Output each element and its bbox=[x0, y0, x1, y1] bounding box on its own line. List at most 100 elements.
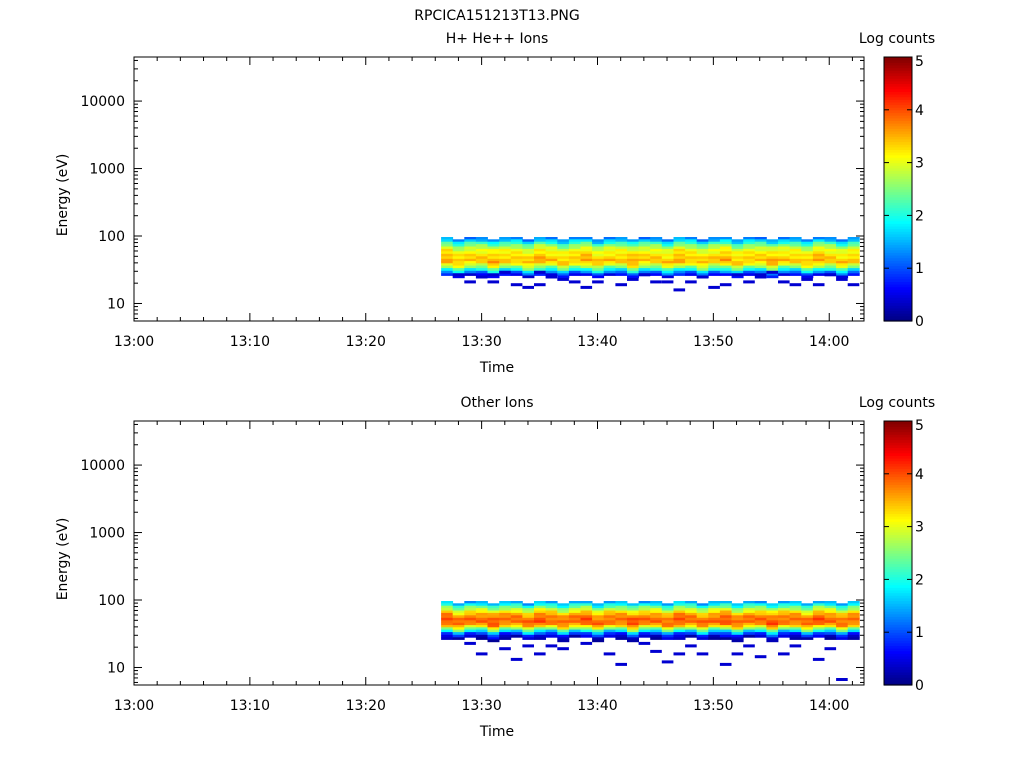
heatmap-cell bbox=[685, 608, 698, 611]
heatmap-cell bbox=[475, 246, 488, 250]
heatmap-cell bbox=[673, 629, 686, 633]
heatmap-cell bbox=[475, 248, 488, 252]
heatmap-cell bbox=[847, 263, 860, 266]
heatmap-cell bbox=[568, 627, 581, 630]
heatmap-cell bbox=[499, 256, 512, 260]
heatmap-cell bbox=[441, 601, 454, 604]
heatmap-cell bbox=[661, 615, 674, 619]
heatmap-cell bbox=[743, 608, 756, 611]
heatmap-cell bbox=[557, 253, 570, 257]
heatmap-cell bbox=[650, 241, 663, 245]
heatmap-cell bbox=[592, 273, 605, 276]
low-count-cell bbox=[475, 275, 488, 279]
heatmap-cell bbox=[812, 237, 825, 240]
colorbar-segment bbox=[884, 566, 912, 570]
x-tick-label: 13:50 bbox=[693, 698, 733, 714]
heatmap-cell bbox=[603, 265, 616, 269]
heatmap-cell bbox=[824, 610, 837, 614]
colorbar-segment bbox=[884, 167, 912, 172]
heatmap-cell bbox=[650, 632, 663, 636]
low-count-cell bbox=[464, 641, 476, 645]
heatmap-cell bbox=[568, 256, 581, 260]
colorbar-segment bbox=[884, 101, 912, 106]
colorbar-segment bbox=[884, 289, 912, 293]
heatmap-cell bbox=[673, 612, 686, 616]
heatmap-cell bbox=[650, 634, 663, 638]
heatmap-cell bbox=[754, 612, 767, 616]
heatmap-cell bbox=[778, 608, 790, 611]
heatmap-cell bbox=[661, 265, 674, 269]
heatmap-cell bbox=[789, 248, 802, 252]
colorbar-segment bbox=[884, 286, 912, 290]
heatmap-cell bbox=[557, 244, 570, 247]
figure-title: RPCICA151213T13.PNG bbox=[414, 8, 579, 24]
heatmap-cell bbox=[510, 605, 523, 609]
colorbar-segment bbox=[884, 589, 912, 594]
colorbar-segment bbox=[884, 96, 912, 100]
heatmap-cell bbox=[545, 273, 558, 276]
heatmap-cell bbox=[743, 261, 756, 264]
heatmap-cell bbox=[743, 244, 756, 247]
colorbar-segment bbox=[884, 212, 912, 216]
heatmap-cell bbox=[603, 629, 616, 633]
heatmap-cell bbox=[789, 258, 802, 262]
heatmap-cell bbox=[615, 270, 628, 274]
heatmap-cell bbox=[487, 246, 500, 250]
heatmap-cell bbox=[836, 270, 849, 274]
heatmap-cell bbox=[801, 615, 814, 619]
colorbar-segment bbox=[884, 315, 912, 319]
low-count-cell bbox=[778, 280, 790, 284]
heatmap-cell bbox=[441, 608, 454, 611]
colorbar-segment bbox=[884, 199, 912, 203]
heatmap-cell bbox=[789, 241, 802, 245]
heatmap-cell bbox=[510, 627, 523, 630]
heatmap-cell bbox=[836, 603, 849, 607]
colorbar-segment bbox=[884, 682, 912, 686]
heatmap-cell bbox=[708, 268, 721, 272]
heatmap-cell bbox=[812, 263, 825, 266]
colorbar-segment bbox=[884, 537, 912, 541]
heatmap-cell bbox=[534, 620, 546, 624]
colorbar-segment bbox=[884, 487, 912, 491]
heatmap-cell bbox=[778, 239, 790, 243]
heatmap-cell bbox=[545, 270, 558, 274]
heatmap-cell bbox=[766, 263, 779, 266]
heatmap-cell bbox=[557, 632, 570, 636]
heatmap-cell bbox=[627, 268, 639, 272]
heatmap-cell bbox=[627, 610, 639, 614]
heatmap-cell bbox=[534, 629, 546, 633]
colorbar-segment bbox=[884, 117, 912, 121]
heatmap-cell bbox=[522, 603, 535, 607]
heatmap-cell bbox=[557, 634, 570, 638]
heatmap-cell bbox=[592, 275, 605, 279]
heatmap-cell bbox=[661, 603, 674, 607]
colorbar-segment bbox=[884, 299, 912, 304]
low-count-cell bbox=[534, 270, 546, 274]
colorbar-segment bbox=[884, 523, 912, 528]
heatmap-cell bbox=[836, 632, 849, 636]
heatmap-cell bbox=[661, 622, 674, 626]
heatmap-cell bbox=[499, 246, 512, 250]
heatmap-cell bbox=[673, 622, 686, 626]
heatmap-cell bbox=[522, 275, 535, 279]
heatmap-cell bbox=[580, 620, 593, 624]
heatmap-cell bbox=[580, 248, 593, 252]
heatmap-cell bbox=[603, 270, 616, 274]
heatmap-cell bbox=[731, 605, 744, 609]
heatmap-cell bbox=[824, 632, 837, 636]
heatmap-cell bbox=[673, 268, 686, 272]
heatmap-cell bbox=[650, 617, 663, 621]
heatmap-cell bbox=[836, 275, 849, 279]
heatmap-cell bbox=[475, 237, 488, 240]
low-count-cell bbox=[534, 652, 546, 656]
heatmap-cell bbox=[638, 627, 651, 630]
heatmap-cell bbox=[650, 265, 663, 269]
heatmap-cell bbox=[452, 620, 465, 624]
heatmap-cell bbox=[836, 251, 849, 255]
heatmap-cell bbox=[522, 244, 535, 247]
heatmap-cell bbox=[778, 256, 790, 260]
heatmap-cell bbox=[522, 273, 535, 276]
heatmap-cell bbox=[685, 617, 698, 621]
heatmap-cell bbox=[627, 251, 639, 255]
colorbar-segment bbox=[884, 434, 912, 438]
